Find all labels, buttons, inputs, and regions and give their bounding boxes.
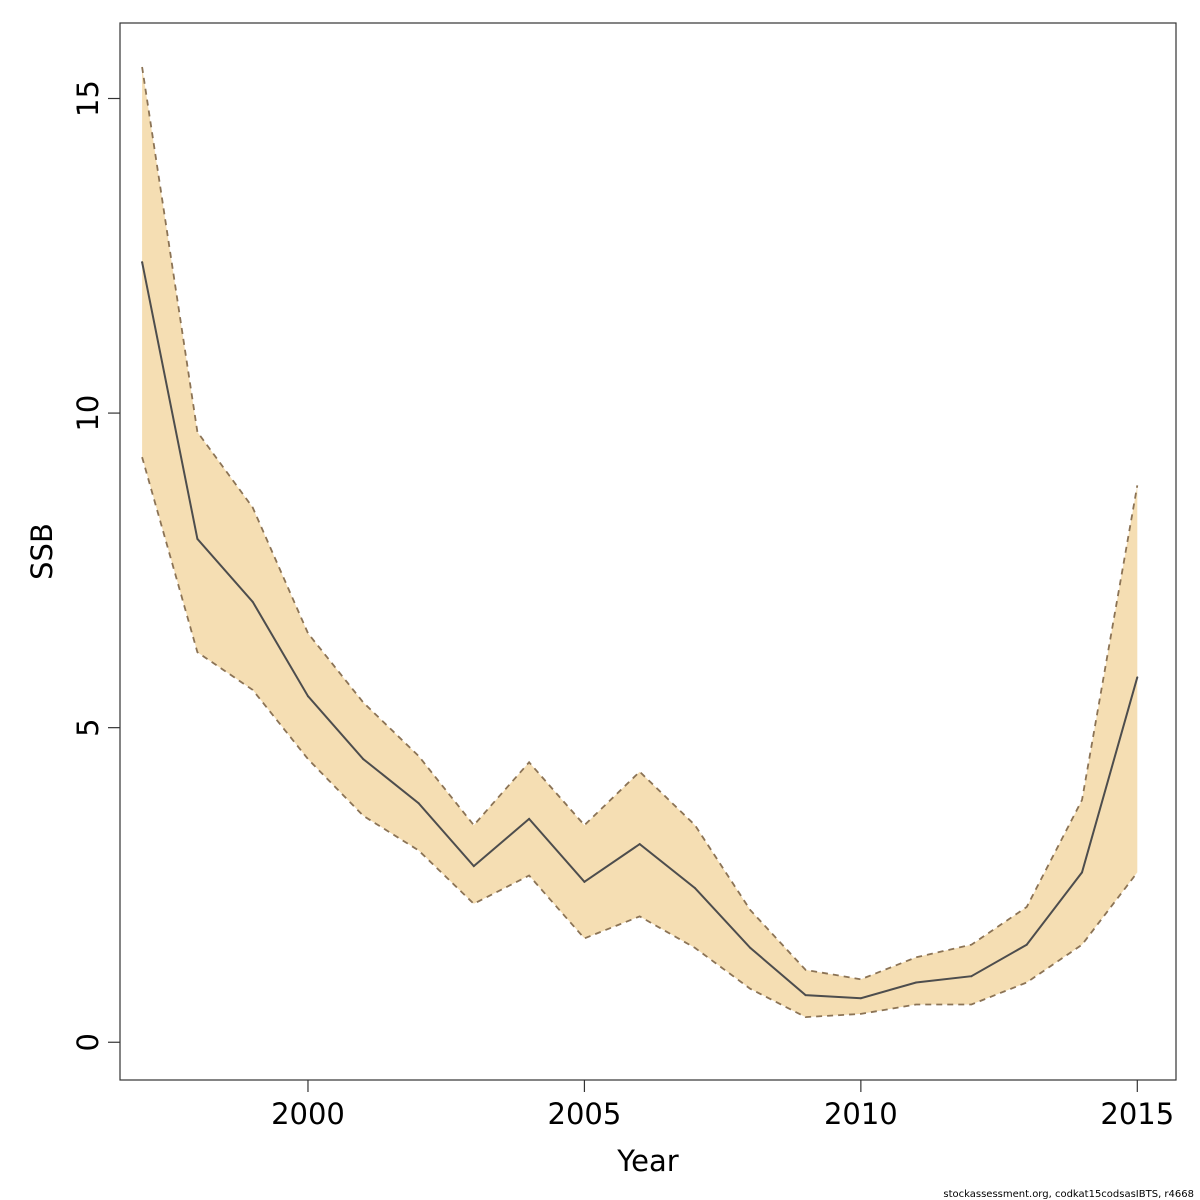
x-tick-label-2015: 2015: [1100, 1097, 1174, 1131]
x-tick-label-2000: 2000: [271, 1097, 345, 1131]
upper-bound-line: [141, 66, 1139, 981]
ssb-point-2015: [1136, 676, 1139, 679]
y-tick-label-5: 5: [71, 718, 105, 736]
x-axis-title: Year: [616, 1144, 678, 1178]
y-tick-label-0: 0: [71, 1033, 105, 1051]
ssb-point-2013: [1025, 943, 1028, 946]
y-tick-label-10: 10: [71, 395, 105, 432]
ssb-point-2003: [472, 865, 475, 868]
ssb-point-2005: [583, 880, 586, 883]
confidence-band: [142, 67, 1138, 1018]
ssb-point-2012: [970, 975, 973, 978]
ssb-point-1997: [141, 261, 144, 264]
ssb-point-2001: [362, 758, 365, 761]
x-axis: 2000 2005 2010 2015: [271, 1080, 1174, 1131]
y-axis-title: SSB: [25, 523, 59, 580]
ssb-point-2009: [804, 994, 807, 997]
ssb-estimate-points: [141, 261, 1139, 1000]
lower-bound-line: [141, 456, 1139, 1019]
ssb-point-2007: [693, 887, 696, 890]
ssb-point-2004: [528, 817, 531, 820]
ssb-point-1999: [251, 600, 254, 603]
ssb-point-2000: [306, 695, 309, 698]
ssb-point-2014: [1081, 871, 1084, 874]
ssb-point-2002: [417, 802, 420, 805]
y-axis: 0 5 10 15: [71, 80, 120, 1051]
ssb-point-1998: [196, 537, 199, 540]
ssb-point-2008: [749, 946, 752, 949]
footer-credit: stockassessment.org, codkat15codsasIBTS,…: [943, 1189, 1194, 1200]
x-tick-label-2010: 2010: [824, 1097, 898, 1131]
ssb-point-2010: [859, 997, 862, 1000]
ssb-point-2006: [638, 843, 641, 846]
ssb-point-2011: [915, 981, 918, 984]
x-tick-label-2005: 2005: [548, 1097, 622, 1131]
plot-frame: [119, 22, 1177, 1081]
y-tick-label-15: 15: [71, 80, 105, 117]
